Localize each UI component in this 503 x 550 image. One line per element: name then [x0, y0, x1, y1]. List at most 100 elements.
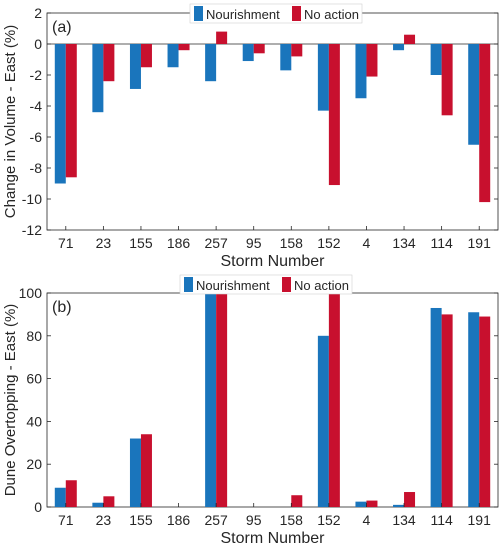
bar-no-action — [366, 44, 378, 77]
y-axis-label: Change in Volume - East (%) — [2, 25, 19, 218]
y-tick-label: -4 — [30, 98, 43, 114]
bar-nourishment — [355, 501, 367, 507]
x-tick-label: 191 — [468, 235, 492, 251]
y-tick-label: -6 — [30, 129, 43, 145]
bar-no-action — [366, 500, 378, 507]
bar-no-action — [65, 44, 77, 178]
bar-nourishment — [167, 44, 179, 68]
y-tick-label: -10 — [22, 191, 42, 207]
bar-no-action — [178, 44, 190, 51]
bar-nourishment — [468, 44, 480, 145]
bar-nourishment — [393, 504, 405, 507]
bar-no-action — [103, 44, 115, 82]
bar-nourishment — [54, 44, 66, 184]
x-tick-label: 95 — [246, 512, 262, 528]
bar-nourishment — [92, 44, 104, 113]
x-tick-label: 158 — [280, 512, 304, 528]
y-tick-label: 40 — [26, 413, 42, 429]
bar-no-action — [216, 31, 228, 44]
x-tick-label: 134 — [392, 512, 416, 528]
bar-no-action — [328, 293, 340, 507]
bar-no-action — [65, 480, 77, 507]
y-tick-label: 100 — [19, 285, 43, 301]
x-tick-label: 155 — [129, 235, 153, 251]
legend-label: Nourishment — [206, 7, 280, 22]
bar-nourishment — [54, 487, 66, 507]
y-tick-label: 2 — [34, 5, 42, 21]
x-tick-label: 134 — [392, 235, 416, 251]
plot-area — [46, 292, 499, 508]
y-tick-label: 20 — [26, 456, 42, 472]
x-tick-label: 71 — [58, 512, 74, 528]
y-tick-label: 80 — [26, 328, 42, 344]
bar-no-action — [441, 314, 453, 507]
legend-label: No action — [294, 278, 349, 293]
legend-swatch — [184, 277, 193, 292]
panel-label: (a) — [52, 19, 72, 36]
x-tick-label: 114 — [430, 512, 453, 528]
y-tick-label: 0 — [34, 36, 42, 52]
bar-nourishment — [129, 44, 141, 89]
bar-no-action — [479, 316, 491, 507]
x-axis-label: Storm Number — [220, 530, 325, 547]
panel-b: 0 20 40 60 80 100 71 23 155 186 257 95 158 152 4 134 114… — [2, 274, 499, 547]
y-tick-label: -2 — [30, 67, 43, 83]
bar-no-action — [103, 496, 115, 507]
x-tick-label: 4 — [363, 235, 371, 251]
bar-no-action — [253, 44, 265, 54]
y-axis-label: Dune Overtopping - East (%) — [2, 304, 19, 497]
x-tick-label: 95 — [246, 235, 262, 251]
x-tick-label: 186 — [167, 235, 191, 251]
panel-label: (b) — [52, 299, 72, 316]
x-tick-label: 114 — [430, 235, 453, 251]
bar-no-action — [291, 495, 303, 507]
bar-no-action — [291, 44, 303, 57]
bar-nourishment — [92, 502, 104, 507]
bar-nourishment — [129, 438, 141, 507]
y-tick-label: -8 — [30, 160, 43, 176]
bar-no-action — [140, 44, 152, 68]
x-axis-label: Storm Number — [220, 253, 325, 270]
x-tick-label: 23 — [96, 235, 112, 251]
bar-nourishment — [317, 44, 329, 111]
x-tick-label: 191 — [468, 512, 492, 528]
x-tick-label: 4 — [363, 512, 371, 528]
bar-nourishment — [430, 44, 442, 75]
legend-swatch — [292, 6, 301, 21]
bar-no-action — [328, 44, 340, 186]
bar-nourishment — [355, 44, 367, 99]
x-tick-label: 257 — [204, 235, 228, 251]
bar-nourishment — [280, 44, 292, 71]
bar-no-action — [140, 434, 152, 507]
bar-nourishment — [468, 312, 480, 507]
legend: Nourishment No action — [189, 3, 363, 24]
y-tick-label: -12 — [22, 222, 42, 238]
x-tick-label: 71 — [58, 235, 74, 251]
x-tick-label: 152 — [317, 512, 341, 528]
x-tick-label: 23 — [96, 512, 112, 528]
x-tick-label: 158 — [280, 235, 304, 251]
legend-label: No action — [304, 7, 359, 22]
bar-nourishment — [317, 335, 329, 507]
bar-no-action — [441, 44, 453, 116]
x-tick-label: 257 — [204, 512, 228, 528]
bar-no-action — [404, 492, 416, 507]
legend-swatch — [194, 6, 203, 21]
y-tick-label: 60 — [26, 371, 42, 387]
x-tick-label: 155 — [129, 512, 153, 528]
legend-box — [179, 274, 353, 295]
plot-area — [46, 12, 499, 231]
bar-nourishment — [430, 307, 442, 507]
bar-nourishment — [393, 44, 405, 51]
bar-no-action — [216, 293, 228, 507]
panel-a: -12 -10 -8 -6 -4 -2 0 2 71 23 155 186 257 95 158 152 4 13… — [2, 3, 499, 270]
bar-nourishment — [205, 44, 217, 82]
legend-label: Nourishment — [196, 278, 270, 293]
legend-swatch — [282, 277, 291, 292]
bar-nourishment — [205, 293, 217, 507]
legend-box — [189, 3, 363, 24]
bar-no-action — [479, 44, 491, 203]
bar-nourishment — [242, 44, 254, 62]
x-tick-label: 152 — [317, 235, 341, 251]
